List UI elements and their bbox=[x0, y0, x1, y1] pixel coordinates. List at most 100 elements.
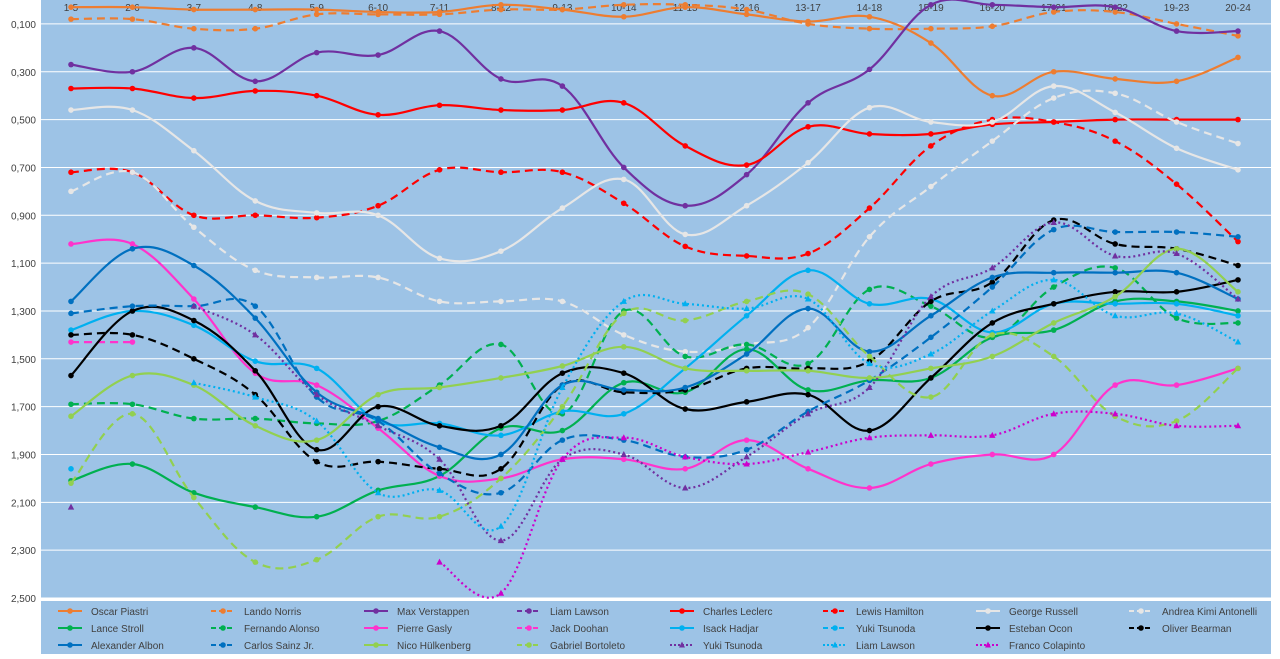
data-point bbox=[928, 303, 934, 309]
y-tick-label: 1,100 bbox=[11, 259, 36, 270]
data-point bbox=[1173, 250, 1180, 257]
data-point bbox=[1173, 21, 1180, 27]
legend-item-yuki-tsunoda: Yuki Tsunoda bbox=[823, 624, 916, 635]
data-point bbox=[1235, 320, 1241, 326]
series-charles-leclerc bbox=[68, 85, 1241, 168]
data-point bbox=[1050, 320, 1057, 326]
data-point bbox=[989, 1, 996, 8]
data-point bbox=[989, 279, 996, 286]
legend-label: Liam Lawson bbox=[550, 607, 609, 618]
data-point bbox=[1173, 119, 1180, 125]
data-point bbox=[866, 25, 873, 32]
legend-marker bbox=[679, 625, 685, 631]
data-point bbox=[313, 92, 320, 99]
data-point bbox=[252, 415, 259, 422]
data-point bbox=[498, 76, 504, 82]
data-point bbox=[68, 4, 74, 10]
data-point bbox=[191, 25, 197, 32]
y-tick-label: 2,300 bbox=[11, 546, 36, 557]
data-point bbox=[743, 11, 750, 18]
data-point bbox=[68, 241, 74, 247]
data-point bbox=[1173, 28, 1180, 34]
data-point bbox=[1050, 218, 1057, 225]
legend-label: Alexander Albon bbox=[91, 641, 164, 652]
y-tick-label: 0,900 bbox=[11, 211, 36, 222]
data-point bbox=[190, 379, 198, 386]
series-line bbox=[70, 269, 1239, 437]
data-point bbox=[129, 372, 136, 379]
data-point bbox=[313, 382, 320, 388]
data-point bbox=[1050, 68, 1057, 75]
data-point bbox=[559, 107, 566, 113]
data-point bbox=[743, 6, 750, 13]
data-point bbox=[928, 375, 934, 381]
data-point bbox=[191, 45, 197, 51]
y-tick-label: 1,300 bbox=[11, 307, 36, 318]
data-point bbox=[68, 16, 74, 22]
data-point bbox=[559, 427, 566, 434]
legend-marker bbox=[526, 642, 532, 648]
legend-marker bbox=[1138, 625, 1144, 631]
data-point bbox=[498, 475, 504, 482]
series-line bbox=[70, 3, 1239, 37]
legend-label: Franco Colapinto bbox=[1009, 641, 1086, 652]
data-point bbox=[805, 367, 811, 374]
legend-item-charles-leclerc: Charles Leclerc bbox=[670, 607, 772, 618]
data-point bbox=[374, 422, 382, 429]
series-line bbox=[70, 217, 1239, 477]
data-point bbox=[252, 6, 259, 13]
data-point bbox=[1050, 119, 1057, 125]
data-point bbox=[252, 88, 259, 94]
data-point bbox=[1235, 116, 1241, 123]
data-point bbox=[497, 522, 505, 529]
data-point bbox=[989, 23, 996, 30]
data-point bbox=[927, 431, 935, 438]
data-point bbox=[682, 453, 689, 460]
data-point bbox=[375, 112, 381, 118]
data-point bbox=[313, 437, 320, 443]
data-point bbox=[928, 143, 934, 149]
data-point bbox=[682, 143, 689, 149]
data-point bbox=[989, 307, 996, 314]
data-point bbox=[989, 320, 996, 326]
data-point bbox=[375, 52, 381, 58]
data-point bbox=[498, 466, 504, 472]
data-point bbox=[1173, 229, 1180, 235]
legend-label: Oliver Bearman bbox=[1162, 624, 1231, 635]
data-point bbox=[68, 310, 74, 317]
data-point bbox=[498, 341, 504, 348]
data-point bbox=[866, 434, 873, 441]
data-point bbox=[620, 13, 627, 20]
legend-item-pierre-gasly: Pierre Gasly bbox=[364, 624, 452, 635]
data-point bbox=[743, 298, 750, 305]
data-point bbox=[191, 212, 197, 219]
data-point bbox=[436, 384, 443, 391]
legend-box bbox=[41, 601, 1271, 654]
legend-label: Liam Lawson bbox=[856, 641, 915, 652]
legend-marker bbox=[220, 642, 226, 648]
legend-item-andrea-kimi-antonelli: Andrea Kimi Antonelli bbox=[1129, 607, 1257, 618]
data-point bbox=[1235, 308, 1241, 314]
series-alexander-albon bbox=[68, 245, 1241, 461]
data-point bbox=[129, 85, 136, 92]
data-point bbox=[1173, 418, 1180, 424]
data-point bbox=[68, 401, 74, 408]
data-point bbox=[68, 413, 74, 420]
series-line bbox=[193, 278, 1239, 532]
data-point bbox=[436, 28, 443, 34]
y-tick-label: 1,500 bbox=[11, 355, 36, 366]
data-point bbox=[743, 346, 750, 353]
data-point bbox=[1234, 338, 1242, 345]
data-point bbox=[498, 451, 504, 458]
data-point bbox=[928, 365, 934, 372]
data-point bbox=[559, 403, 566, 410]
data-point bbox=[805, 305, 811, 312]
data-point bbox=[620, 411, 627, 417]
legend-item-nico-hulkenberg: Nico Hülkenberg bbox=[364, 641, 471, 652]
data-point bbox=[866, 485, 873, 491]
x-tick-label: 15-19 bbox=[918, 3, 944, 14]
data-point bbox=[129, 241, 136, 247]
data-point bbox=[1111, 312, 1119, 319]
data-point bbox=[313, 6, 320, 13]
legend-label: Oscar Piastri bbox=[91, 607, 148, 618]
